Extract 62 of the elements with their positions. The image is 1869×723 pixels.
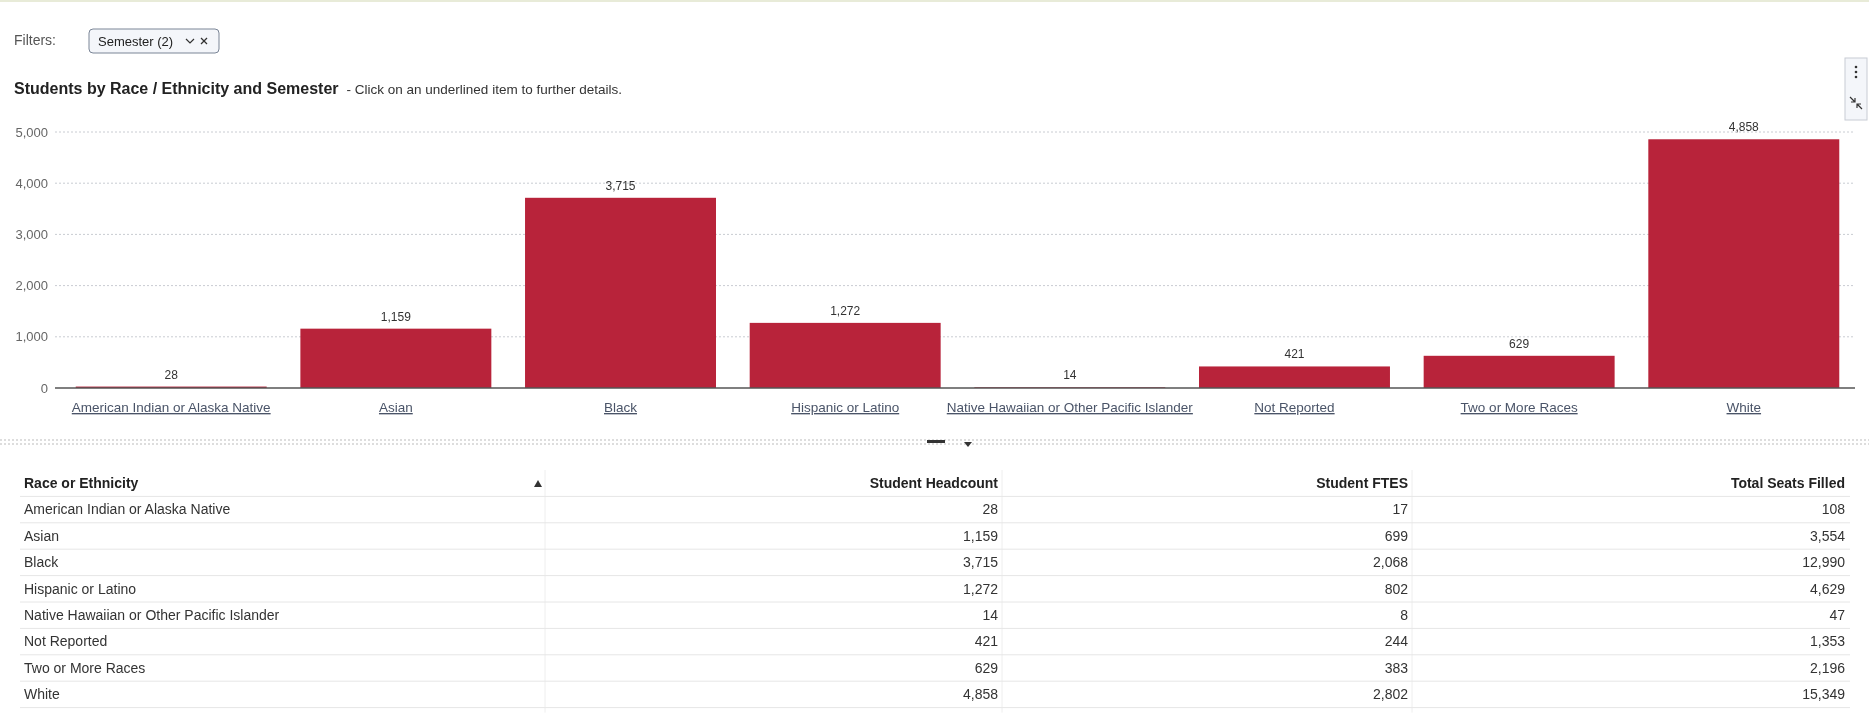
- y-tick-label: 3,000: [15, 226, 48, 242]
- data-label: 14: [982, 607, 999, 623]
- category-label: White: [24, 686, 60, 703]
- text: Semester (2): [98, 34, 174, 49]
- x-tick-label: Two or More Races: [1460, 400, 1578, 415]
- data-label: 17: [1392, 501, 1409, 518]
- y-tick-label: 5,000: [15, 124, 48, 140]
- data-label: 629: [1509, 336, 1530, 351]
- data-label: 4,629: [1809, 580, 1846, 597]
- y-tick-label: 0: [40, 380, 48, 396]
- text: Student Headcount: [869, 475, 999, 491]
- x-tick-label: Black: [604, 400, 638, 415]
- data-label: 421: [1284, 347, 1305, 362]
- data-label: 3,715: [605, 178, 636, 193]
- category-label: Two or More Races: [24, 659, 146, 676]
- x-tick-label: Native Hawaiian or Other Pacific Islander: [946, 400, 1194, 415]
- x-tick-label: Asian: [378, 400, 413, 415]
- data-label: 14: [1063, 368, 1077, 383]
- data-label: 699: [1384, 527, 1409, 544]
- data-label: 2,068: [1372, 554, 1409, 571]
- data-label: 1,159: [962, 527, 999, 544]
- data-label: 47: [1829, 607, 1846, 623]
- data-label: 244: [1384, 633, 1409, 650]
- category-label: Black: [24, 554, 60, 571]
- category-label: Not Reported: [24, 633, 108, 650]
- data-label: 802: [1384, 580, 1409, 597]
- text: Race or Ethnicity: [24, 475, 139, 491]
- category-label: Asian: [24, 527, 60, 544]
- data-label: 421: [974, 633, 999, 650]
- x-tick-label: White: [1726, 400, 1762, 415]
- data-label: 4,858: [1728, 120, 1760, 135]
- x-tick-label: Not Reported: [1254, 400, 1335, 415]
- data-label: 1,272: [962, 580, 999, 597]
- data-label: 3,715: [962, 554, 999, 571]
- chart-title: Students by Race / Ethnicity and Semester: [14, 80, 339, 97]
- chart-subtitle: - Click on an underlined item to further details.: [346, 82, 622, 97]
- data-label: 3,554: [1809, 527, 1846, 544]
- data-label: 383: [1384, 659, 1409, 676]
- data-label: 12,990: [1802, 554, 1846, 571]
- data-label: 1,353: [1809, 633, 1846, 650]
- x-tick-label: Hispanic or Latino: [791, 400, 900, 415]
- category-label: Native Hawaiian or Other Pacific Islander: [24, 607, 280, 623]
- text: Filters:: [14, 32, 56, 48]
- y-tick-label: 2,000: [15, 278, 48, 294]
- data-label: 15,349: [1802, 686, 1846, 703]
- data-label: 4,858: [962, 686, 999, 703]
- data-label: 28: [982, 501, 999, 518]
- text: Student FTES: [1316, 475, 1408, 491]
- data-label: 1,272: [830, 303, 861, 318]
- y-tick-label: 1,000: [15, 329, 48, 345]
- category-label: American Indian or Alaska Native: [24, 501, 231, 518]
- category-label: Hispanic or Latino: [24, 580, 137, 597]
- data-label: 108: [1821, 501, 1846, 518]
- data-label: 629: [974, 659, 999, 676]
- data-label: 8: [1400, 607, 1409, 623]
- data-label: 28: [164, 367, 179, 382]
- text: Total Seats Filled: [1730, 475, 1845, 491]
- data-label: 2,196: [1809, 659, 1846, 676]
- data-label: 1,159: [380, 309, 412, 324]
- y-tick-label: 4,000: [15, 175, 48, 191]
- data-label: 2,802: [1372, 686, 1409, 703]
- x-tick-label: American Indian or Alaska Native: [71, 400, 271, 415]
